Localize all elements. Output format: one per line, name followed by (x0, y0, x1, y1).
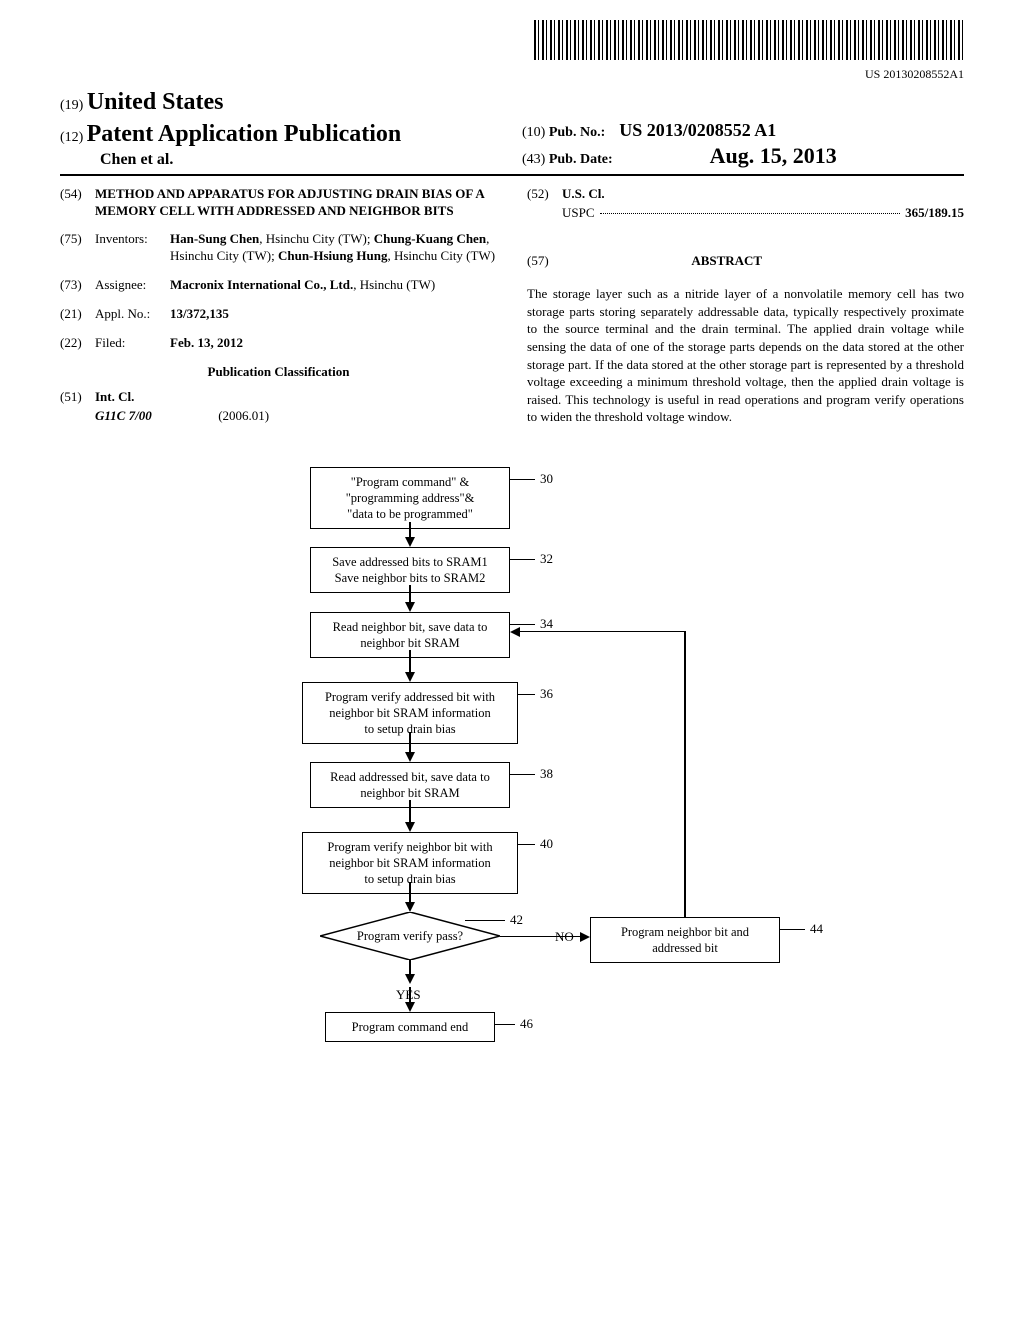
field-54: (54) METHOD AND APPARATUS FOR ADJUSTING … (60, 186, 497, 220)
flow-label-32: 32 (540, 551, 553, 568)
assignee-label: Assignee: (95, 277, 170, 294)
field-73: (73) Assignee: Macronix International Co… (60, 277, 497, 294)
label-connector (510, 774, 535, 776)
field-num-54: (54) (60, 186, 95, 220)
flow-label-38: 38 (540, 766, 553, 783)
field-num-73: (73) (60, 277, 95, 294)
flow-label-30: 30 (540, 471, 553, 488)
metadata-columns: (54) METHOD AND APPARATUS FOR ADJUSTING … (60, 186, 964, 437)
field-num-52: (52) (527, 186, 562, 203)
arrow-right-icon (580, 932, 590, 942)
flowchart: "Program command" &"programming address"… (210, 467, 964, 1107)
document-header: (19) United States (12) Patent Applicati… (60, 87, 964, 175)
label-connector (465, 920, 505, 922)
field-75: (75) Inventors: Han-Sung Chen, Hsinchu C… (60, 231, 497, 265)
arrow-left-icon (510, 627, 520, 637)
field-52: (52) U.S. Cl. (527, 186, 964, 203)
label-connector (510, 479, 535, 481)
pub-no-value: US 2013/0208552 A1 (619, 120, 776, 140)
uscl-label: U.S. Cl. (562, 186, 605, 201)
arrow-down-icon (405, 822, 415, 832)
inventors-label: Inventors: (95, 231, 170, 265)
field-num-22: (22) (60, 335, 95, 352)
yes-label: YES (396, 987, 421, 1004)
barcode (534, 20, 964, 60)
arrow-down-icon (405, 672, 415, 682)
flow-label-44: 44 (810, 921, 823, 938)
intcl-code: G11C 7/00 (95, 408, 152, 423)
arrow-down-icon (405, 974, 415, 984)
field-22: (22) Filed: Feb. 13, 2012 (60, 335, 497, 352)
flow-label-40: 40 (540, 836, 553, 853)
uspc-val: 365/189.15 (905, 205, 964, 222)
field-num-57: (57) (527, 253, 549, 268)
arrow-down-icon (405, 602, 415, 612)
publication-type: Patent Application Publication (87, 121, 402, 147)
flow-box-46: Program command end (325, 1012, 495, 1042)
flow-box-30: "Program command" &"programming address"… (310, 467, 510, 530)
flow-connector (409, 650, 411, 674)
arrow-down-icon (405, 537, 415, 547)
abstract-heading: ABSTRACT (552, 253, 902, 270)
pub-class-heading: Publication Classification (60, 364, 497, 381)
flow-connector (520, 631, 686, 633)
flow-connector (409, 800, 411, 824)
field-51-code: G11C 7/00 (2006.01) (60, 408, 497, 425)
field-num-19: (19) (60, 98, 83, 113)
label-connector (780, 929, 805, 931)
field-num-12: (12) (60, 130, 83, 145)
flow-connector (500, 936, 582, 938)
arrow-down-icon (405, 752, 415, 762)
field-num-51: (51) (60, 389, 95, 406)
intcl-year: (2006.01) (218, 408, 269, 423)
field-num-43: (43) (522, 152, 545, 167)
barcode-text: US 20130208552A1 (60, 67, 964, 83)
pub-date-value: Aug. 15, 2013 (710, 143, 837, 168)
authors: Chen et al. (100, 150, 502, 171)
intcl-label: Int. Cl. (95, 389, 134, 404)
flow-connector (409, 882, 411, 904)
uspc-label: USPC (562, 205, 595, 222)
inventors: Han-Sung Chen, Hsinchu City (TW); Chung-… (170, 231, 497, 265)
flow-connector (684, 631, 686, 917)
field-num-21: (21) (60, 306, 95, 323)
filed: Feb. 13, 2012 (170, 335, 497, 352)
filed-label: Filed: (95, 335, 170, 352)
arrow-down-icon (405, 902, 415, 912)
applno: 13/372,135 (170, 306, 497, 323)
pub-no-label: Pub. No.: (549, 125, 605, 140)
field-21: (21) Appl. No.: 13/372,135 (60, 306, 497, 323)
barcode-section: US 20130208552A1 (60, 20, 964, 82)
field-num-10: (10) (522, 125, 545, 140)
assignee: Macronix International Co., Ltd., Hsinch… (170, 277, 497, 294)
flow-box-44: Program neighbor bit andaddressed bit (590, 917, 780, 964)
country: United States (87, 89, 224, 115)
left-column: (54) METHOD AND APPARATUS FOR ADJUSTING … (60, 186, 497, 437)
label-connector (495, 1024, 515, 1026)
title: METHOD AND APPARATUS FOR ADJUSTING DRAIN… (95, 186, 497, 220)
label-connector (510, 624, 535, 626)
label-connector (518, 694, 535, 696)
field-52-uspc: USPC 365/189.15 (527, 205, 964, 222)
flow-label-46: 46 (520, 1016, 533, 1033)
applno-label: Appl. No.: (95, 306, 170, 323)
label-connector (518, 844, 535, 846)
flow-label-36: 36 (540, 686, 553, 703)
flow-connector (409, 732, 411, 754)
abstract-text: The storage layer such as a nitride laye… (527, 285, 964, 425)
flow-label-42: 42 (510, 912, 523, 929)
label-connector (510, 559, 535, 561)
uspc-dots (600, 213, 901, 214)
pub-date-label: Pub. Date: (549, 152, 613, 167)
right-column: (52) U.S. Cl. USPC 365/189.15 (57) ABSTR… (527, 186, 964, 437)
field-num-75: (75) (60, 231, 95, 265)
field-51: (51) Int. Cl. (60, 389, 497, 406)
